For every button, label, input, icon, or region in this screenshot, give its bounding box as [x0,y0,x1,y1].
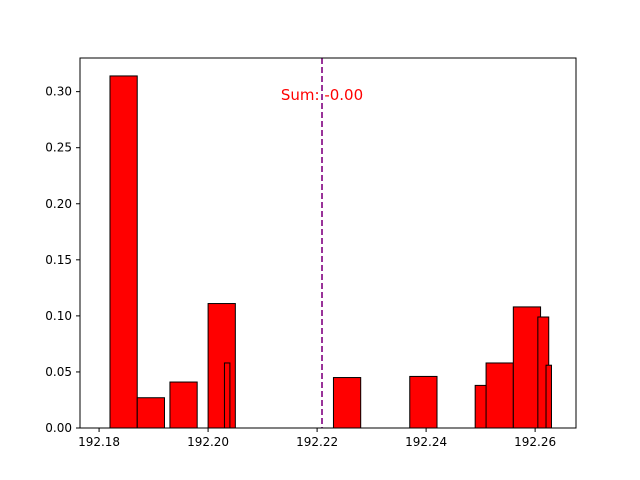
histogram-bar [545,364,552,429]
histogram-bar [136,397,165,429]
x-tick-label: 192.22 [296,435,338,449]
bars-group [109,75,552,429]
x-axis-ticks: 192.18 192.20 192.22 192.24 192.26 [78,428,556,449]
y-tick-label: 0.30 [45,85,72,99]
y-tick-label: 0.10 [45,309,72,323]
y-tick-label: 0.15 [45,253,72,267]
y-tick-label: 0.20 [45,197,72,211]
x-tick-label: 192.18 [78,435,120,449]
histogram-bar [409,375,438,429]
sum-annotation: Sum: -0.00 [281,86,363,104]
histogram-bar [169,381,198,429]
histogram-bar [109,75,138,429]
x-tick-label: 192.20 [187,435,229,449]
y-tick-label: 0.25 [45,141,72,155]
x-tick-label: 192.26 [514,435,556,449]
histogram-bar [512,306,542,429]
histogram-bar [207,303,236,429]
histogram-bar [223,362,231,429]
histogram-bar [332,377,362,429]
histogram-bar [485,362,514,429]
x-tick-label: 192.24 [405,435,447,449]
y-axis-ticks: 0.00 0.05 0.10 0.15 0.20 0.25 0.30 [45,85,80,435]
y-tick-label: 0.00 [45,421,72,435]
plot-frame [79,57,577,429]
y-tick-label: 0.05 [45,365,72,379]
